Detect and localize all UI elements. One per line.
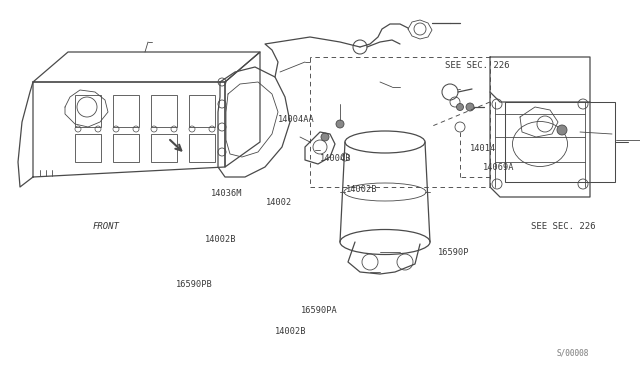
Text: FRONT: FRONT (93, 222, 120, 231)
Bar (113, 95, 139, 127)
Circle shape (321, 133, 329, 141)
Text: 16590P: 16590P (438, 248, 470, 257)
Text: 14014: 14014 (470, 144, 497, 153)
Bar (151, 134, 177, 162)
Bar (75, 95, 101, 127)
Bar (189, 134, 215, 162)
Bar (75, 134, 101, 162)
Circle shape (456, 103, 463, 110)
Text: 16590PB: 16590PB (176, 280, 212, 289)
Bar (505, 102, 615, 182)
Bar (189, 95, 215, 127)
Circle shape (466, 103, 474, 111)
Text: 14002B: 14002B (346, 185, 377, 194)
Text: 14002B: 14002B (205, 235, 236, 244)
Text: S/00008: S/00008 (557, 348, 589, 357)
Bar (151, 95, 177, 127)
Circle shape (336, 120, 344, 128)
Text: 14069A: 14069A (483, 163, 515, 172)
Text: 14004B: 14004B (320, 154, 351, 163)
Text: 16590PA: 16590PA (301, 306, 337, 315)
Circle shape (557, 125, 567, 135)
Text: SEE SEC. 226: SEE SEC. 226 (531, 222, 596, 231)
Text: 14004AA: 14004AA (278, 115, 315, 124)
Bar (113, 134, 139, 162)
Text: 14036M: 14036M (211, 189, 243, 198)
Text: 14002: 14002 (266, 198, 292, 207)
Text: SEE SEC. 226: SEE SEC. 226 (445, 61, 509, 70)
Text: 14002B: 14002B (275, 327, 307, 336)
Text: S/00008: S/00008 (557, 348, 589, 357)
